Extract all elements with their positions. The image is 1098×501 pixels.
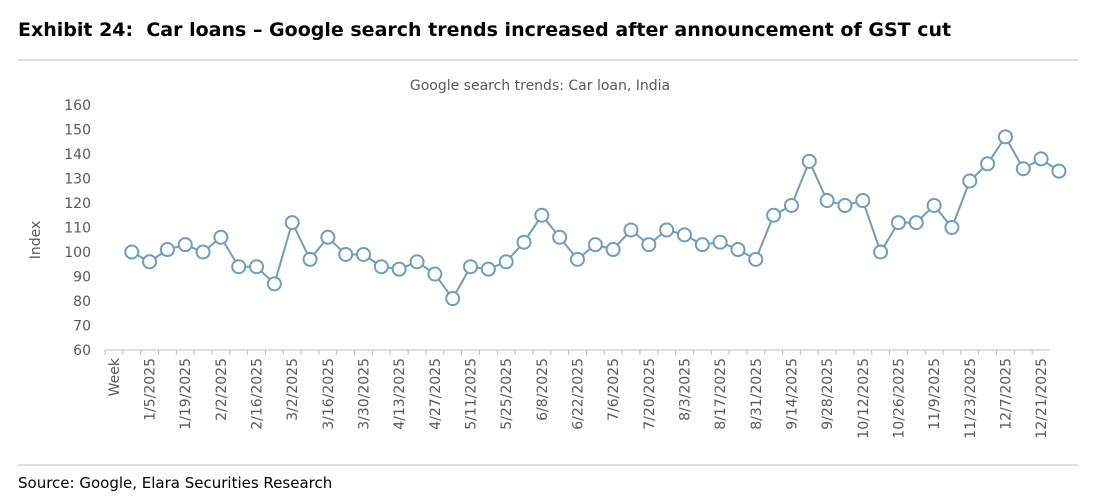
point-marker [694, 237, 710, 253]
point-marker [890, 215, 906, 231]
x-tick-label: 4/27/2025 [428, 358, 444, 430]
point-marker [445, 291, 461, 307]
y-tick-label: 160 [64, 98, 91, 114]
point-marker [320, 229, 336, 245]
point-marker [516, 234, 532, 250]
x-tick-label: 11/9/2025 [927, 358, 943, 430]
x-tick-label: Week [107, 357, 123, 396]
point-marker [676, 227, 692, 243]
y-tick-label: 60 [73, 343, 91, 359]
x-tick-label: 3/16/2025 [321, 358, 337, 430]
point-marker [1051, 163, 1067, 179]
point-marker [783, 197, 799, 213]
exhibit-title: Exhibit 24: Car loans – Google search tr… [18, 19, 951, 41]
x-tick-label: 1/5/2025 [143, 358, 159, 421]
point-marker [409, 254, 425, 270]
point-marker [570, 251, 585, 267]
y-axis-label: Index [28, 221, 44, 260]
point-marker [623, 222, 639, 238]
point-marker [552, 229, 568, 245]
x-tick-label: 2/2/2025 [214, 358, 230, 421]
point-marker [195, 244, 211, 260]
x-tick-label: 4/13/2025 [392, 358, 408, 430]
point-marker [142, 254, 158, 270]
point-marker [730, 242, 746, 258]
point-marker [463, 259, 479, 275]
point-marker [213, 229, 229, 245]
point-marker [605, 242, 621, 258]
point-marker [997, 129, 1013, 145]
y-tick-label: 140 [64, 147, 91, 163]
y-tick-label: 90 [73, 270, 91, 286]
x-tick-label: 5/25/2025 [499, 358, 515, 430]
point-marker [587, 237, 603, 253]
y-tick-label: 130 [64, 172, 91, 188]
x-tick-label: 10/26/2025 [891, 358, 907, 439]
y-tick-label: 110 [64, 221, 91, 237]
x-tick-label: 12/21/2025 [1034, 358, 1050, 439]
point-marker [302, 251, 318, 267]
chart-title: Google search trends: Car loan, India [410, 78, 670, 94]
point-marker [641, 237, 657, 253]
point-marker [231, 259, 247, 275]
point-marker [427, 266, 443, 282]
point-marker [801, 153, 817, 169]
point-marker [338, 246, 354, 262]
point-marker [837, 197, 853, 213]
x-tick-label: 5/11/2025 [464, 358, 480, 430]
point-marker [766, 207, 782, 223]
point-marker [177, 237, 193, 253]
point-marker [873, 244, 889, 260]
point-marker [534, 207, 550, 223]
x-tick-label: 7/20/2025 [642, 358, 658, 430]
x-tick-label: 3/2/2025 [285, 358, 301, 421]
x-tick-label: 11/23/2025 [963, 358, 979, 439]
point-marker [819, 193, 835, 209]
y-tick-label: 100 [64, 245, 91, 261]
point-marker [159, 242, 175, 258]
point-marker [1033, 151, 1049, 167]
point-marker [855, 193, 871, 209]
point-marker [944, 220, 960, 235]
x-tick-label: 8/3/2025 [677, 358, 693, 421]
x-tick-label: 12/7/2025 [998, 358, 1014, 430]
y-tick-label: 80 [73, 294, 91, 310]
point-marker [659, 222, 675, 238]
point-marker [962, 173, 978, 189]
x-tick-label: 7/6/2025 [606, 358, 622, 421]
source: Source: Google, Elara Securities Researc… [18, 474, 332, 492]
x-tick-label: 3/30/2025 [357, 358, 373, 430]
y-tick-label: 150 [64, 123, 91, 139]
x-tick-label: 10/12/2025 [856, 358, 872, 439]
point-marker [1015, 161, 1031, 177]
x-tick-label: 1/19/2025 [178, 358, 194, 430]
point-marker [249, 259, 265, 275]
point-marker [284, 215, 300, 231]
x-tick-label: 9/28/2025 [820, 358, 836, 430]
point-marker [356, 246, 372, 262]
x-tick-label: 8/17/2025 [713, 358, 729, 430]
x-tick-label: 9/14/2025 [784, 358, 800, 430]
x-tick-label: 6/22/2025 [571, 358, 587, 430]
y-tick-label: 120 [64, 196, 91, 212]
point-marker [748, 251, 764, 267]
y-tick-label: 70 [73, 319, 91, 335]
point-marker [712, 234, 728, 250]
point-marker [980, 156, 996, 172]
point-marker [498, 254, 514, 270]
x-tick-label: 8/31/2025 [749, 358, 765, 430]
point-marker [908, 215, 924, 231]
point-marker [373, 259, 389, 275]
x-tick-label: 2/16/2025 [250, 358, 266, 430]
point-marker [124, 244, 140, 260]
x-tick-label: 6/8/2025 [535, 358, 551, 421]
point-marker [391, 261, 407, 277]
point-marker [926, 197, 942, 213]
point-marker [266, 276, 282, 292]
point-marker [480, 261, 496, 277]
